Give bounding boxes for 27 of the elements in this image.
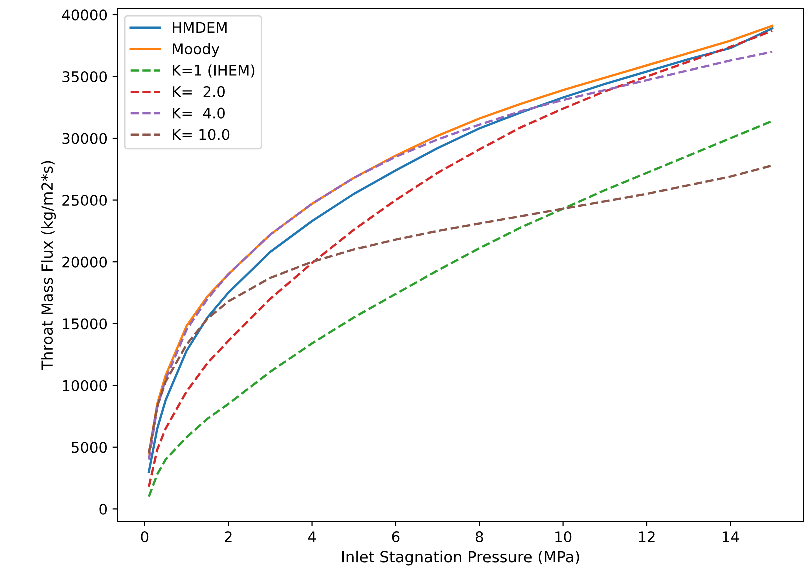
x-axis-title: Inlet Stagnation Pressure (MPa) [342,550,580,566]
y-tick-label: 20000 [62,256,108,268]
y-tick-label: 30000 [62,133,108,144]
x-tick-label: 8 [476,532,484,543]
x-tick-label: 10 [556,532,572,543]
legend-label: K= 2.0 [173,86,225,98]
legend-label: HMDEM [173,22,227,33]
legend-label: K= 10.0 [173,129,230,140]
y-tick-label: 40000 [62,10,108,21]
x-tick-label: 12 [639,532,655,542]
legend-label: Moody [173,43,220,58]
line-series [148,164,774,455]
y-tick-label: 25000 [62,195,108,206]
x-tick-label: 0 [141,532,149,543]
line-series [148,120,774,498]
x-tick-label: 14 [722,532,740,542]
y-tick-label: 0 [100,504,108,515]
y-tick-label: 10000 [63,380,108,392]
x-tick-label: 2 [225,532,232,542]
legend-label: K=1 (IHEM) [173,64,255,78]
x-tick-label: 6 [392,532,400,543]
y-tick-label: 5000 [72,442,108,454]
legend-label: K= 4.0 [173,108,225,119]
x-tick-label: 4 [308,532,316,542]
y-tick-label: 35000 [62,71,108,82]
y-tick-label: 15000 [63,318,108,330]
y-axis-title: Throat Mass Flux (kg/m2*s) [41,161,56,370]
